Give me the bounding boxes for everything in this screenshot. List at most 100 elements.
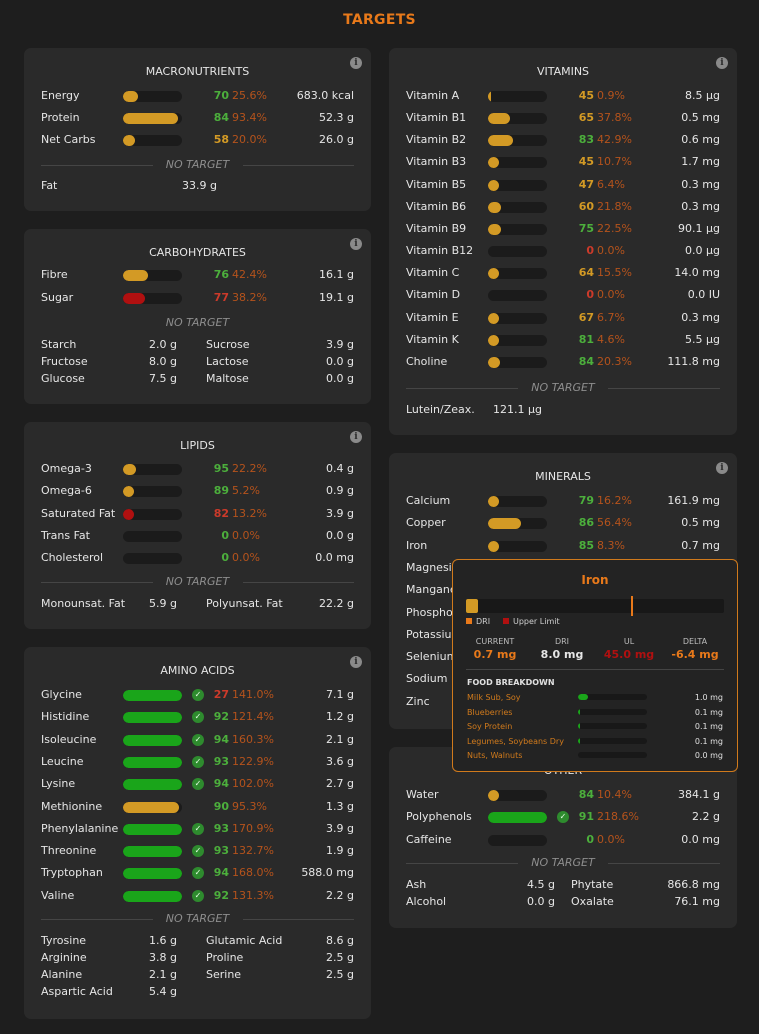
score-value: 67	[578, 310, 594, 324]
no-target-separator: NO TARGET	[406, 857, 720, 869]
nutrient-row-methionine[interactable]: Methionine 90 95.3% 1.3 g	[24, 798, 371, 816]
extra-value: 8.0 g	[149, 355, 177, 368]
nutrient-row-tryptophan[interactable]: Tryptophan ✓ 94 168.0% 588.0 mg	[24, 864, 371, 882]
extra-value: 1.6 g	[149, 934, 177, 947]
nutrient-row-choline[interactable]: Choline 84 20.3% 111.8 mg	[389, 353, 737, 371]
nutrient-row-vitamin-b1[interactable]: Vitamin B1 65 37.8% 0.5 mg	[389, 109, 737, 127]
nutrient-row-copper[interactable]: Copper 86 56.4% 0.5 mg	[389, 514, 737, 532]
nutrient-row-caffeine[interactable]: Caffeine 0 0.0% 0.0 mg	[389, 831, 737, 849]
nutrient-row-vitamin-b9[interactable]: Vitamin B9 75 22.5% 90.1 µg	[389, 220, 737, 238]
nutrient-row-threonine[interactable]: Threonine ✓ 93 132.7% 1.9 g	[24, 842, 371, 860]
info-icon[interactable]: i	[350, 57, 362, 69]
nutrient-row-fibre[interactable]: Fibre 76 42.4% 16.1 g	[24, 266, 371, 284]
progress-bar	[488, 356, 547, 368]
percent-value: 132.7%	[232, 844, 274, 858]
nutrient-name: Water	[406, 788, 439, 801]
nutrient-name: Fibre	[41, 268, 68, 281]
info-icon[interactable]: i	[716, 57, 728, 69]
progress-bar	[123, 890, 182, 902]
food-name: Milk Sub, Soy	[467, 693, 521, 702]
percent-value: 0.0%	[597, 832, 625, 846]
progress-fill	[488, 790, 499, 801]
nutrient-name: Vitamin B3	[406, 155, 467, 169]
score-value: 64	[578, 266, 594, 280]
info-icon[interactable]: i	[350, 238, 362, 250]
progress-bar	[123, 113, 182, 125]
amount-value: 1.2 g	[326, 710, 354, 724]
nutrient-row-iron[interactable]: Iron 85 8.3% 0.7 mg	[389, 537, 737, 555]
nutrient-row-trans-fat[interactable]: Trans Fat 0 0.0% 0.0 g	[24, 527, 371, 545]
nutrient-row-omega-6[interactable]: Omega-6 89 5.2% 0.9 g	[24, 482, 371, 500]
nutrient-name: Vitamin D	[406, 288, 461, 302]
nutrient-row-vitamin-b5[interactable]: Vitamin B5 47 6.4% 0.3 mg	[389, 176, 737, 194]
nutrient-row-protein[interactable]: Protein 84 93.4% 52.3 g	[24, 109, 371, 127]
nutrient-row-energy[interactable]: Energy 70 25.6% 683.0 kcal	[24, 87, 371, 105]
progress-fill	[488, 135, 513, 147]
checkmark-icon: ✓	[557, 811, 569, 824]
extra-value: 866.8 mg	[667, 878, 720, 891]
food-contribution-fill	[578, 737, 580, 744]
stat-ul: UL 45.0 mg	[603, 637, 655, 661]
extra-label-alanine: Alanine	[41, 968, 83, 981]
nutrient-row-vitamin-e[interactable]: Vitamin E 67 6.7% 0.3 mg	[389, 309, 737, 327]
nutrient-row-vitamin-c[interactable]: Vitamin C 64 15.5% 14.0 mg	[389, 264, 737, 282]
nutrient-row-leucine[interactable]: Leucine ✓ 93 122.9% 3.6 g	[24, 753, 371, 771]
nutrient-name: Vitamin B2	[406, 133, 467, 147]
nutrient-row-lysine[interactable]: Lysine ✓ 94 102.0% 2.7 g	[24, 775, 371, 793]
lipids-card: LIPIDS i Omega-3 95 22.2% 0.4 g Omega-6 89 5.2% 0…	[24, 422, 371, 629]
amount-value: 1.3 g	[326, 799, 354, 813]
nutrient-row-vitamin-b3[interactable]: Vitamin B3 45 10.7% 1.7 mg	[389, 153, 737, 171]
nutrient-row-net-carbs[interactable]: Net Carbs 58 20.0% 26.0 g	[24, 131, 371, 149]
amino-acids-title: AMINO ACIDS	[160, 664, 235, 677]
progress-bar	[488, 496, 547, 507]
food-contribution-bar	[578, 694, 647, 700]
nutrient-row-vitamin-k[interactable]: Vitamin K 81 4.6% 5.5 µg	[389, 331, 737, 349]
score-value: 45	[578, 89, 594, 102]
percent-value: 16.2%	[597, 494, 632, 507]
nutrient-name: Threonine	[41, 844, 97, 858]
amount-value: 0.7 mg	[681, 538, 720, 552]
no-target-separator: NO TARGET	[41, 576, 354, 588]
nutrient-row-vitamin-d[interactable]: Vitamin D 0 0.0% 0.0 IU	[389, 286, 737, 304]
nutrient-row-vitamin-a[interactable]: Vitamin A 45 0.9% 8.5 µg	[389, 87, 737, 105]
progress-bar	[488, 518, 547, 530]
nutrient-row-omega-3[interactable]: Omega-3 95 22.2% 0.4 g	[24, 460, 371, 478]
progress-bar	[488, 334, 547, 346]
amount-value: 161.9 mg	[667, 494, 720, 507]
nutrient-name: Vitamin B12	[406, 244, 474, 258]
info-icon[interactable]: i	[350, 656, 362, 668]
nutrient-row-isoleucine[interactable]: Isoleucine ✓ 94 160.3% 2.1 g	[24, 731, 371, 749]
info-icon[interactable]: i	[716, 462, 728, 474]
nutrient-row-vitamin-b12[interactable]: Vitamin B12 0 0.0% 0.0 µg	[389, 242, 737, 260]
score-value: 84	[213, 111, 229, 125]
nutrient-name: Vitamin B9	[406, 221, 467, 235]
no-target-label: NO TARGET	[531, 381, 595, 394]
nutrient-row-vitamin-b6[interactable]: Vitamin B6 60 21.8% 0.3 mg	[389, 198, 737, 216]
nutrient-row-vitamin-b2[interactable]: Vitamin B2 83 42.9% 0.6 mg	[389, 131, 737, 149]
no-target-separator: NO TARGET	[41, 317, 354, 329]
nutrient-row-saturated-fat[interactable]: Saturated Fat 82 13.2% 3.9 g	[24, 505, 371, 523]
info-icon[interactable]: i	[350, 431, 362, 443]
progress-bar	[488, 834, 547, 846]
progress-fill	[123, 801, 179, 813]
nutrient-row-phenylalanine[interactable]: Phenylalanine ✓ 93 170.9% 3.9 g	[24, 820, 371, 838]
score-value: 0	[221, 551, 229, 565]
upper-limit-swatch-icon	[503, 618, 509, 624]
progress-fill	[123, 690, 182, 701]
progress-bar	[488, 179, 547, 191]
nutrient-row-sugar[interactable]: Sugar 77 38.2% 19.1 g	[24, 289, 371, 307]
nutrient-name: Vitamin B5	[406, 177, 467, 191]
nutrient-row-histidine[interactable]: Histidine ✓ 92 121.4% 1.2 g	[24, 708, 371, 726]
extra-value: 3.9 g	[326, 338, 354, 351]
nutrient-row-calcium[interactable]: Calcium 79 16.2% 161.9 mg	[389, 492, 737, 510]
nutrient-row-polyphenols[interactable]: Polyphenols ✓ 91 218.6% 2.2 g	[389, 808, 737, 826]
nutrient-row-cholesterol[interactable]: Cholesterol 0 0.0% 0.0 mg	[24, 549, 371, 567]
percent-value: 168.0%	[232, 866, 274, 880]
progress-fill	[488, 157, 499, 169]
amount-value: 90.1 µg	[678, 221, 720, 235]
progress-fill	[123, 270, 148, 281]
nutrient-row-glycine[interactable]: Glycine ✓ 27 141.0% 7.1 g	[24, 686, 371, 704]
progress-bar	[123, 756, 182, 768]
nutrient-row-water[interactable]: Water 84 10.4% 384.1 g	[389, 786, 737, 804]
nutrient-row-valine[interactable]: Valine ✓ 92 131.3% 2.2 g	[24, 887, 371, 905]
